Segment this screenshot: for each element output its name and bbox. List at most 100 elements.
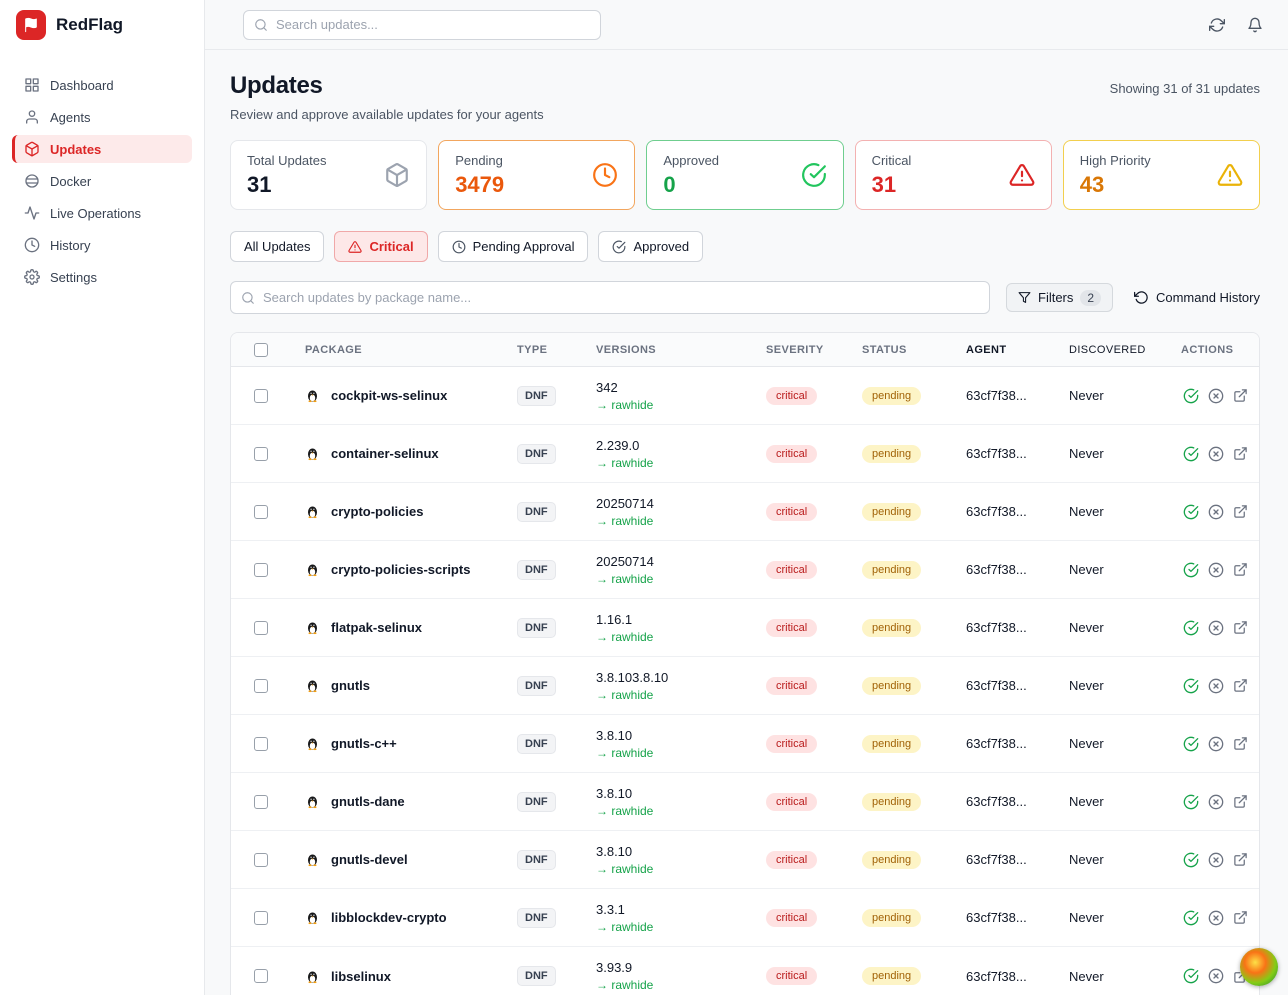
row-checkbox[interactable] xyxy=(254,620,268,635)
package-search-input[interactable] xyxy=(263,290,979,305)
tab-critical[interactable]: Critical xyxy=(334,231,428,262)
refresh-button[interactable] xyxy=(1206,14,1228,36)
dismiss-button[interactable] xyxy=(1206,386,1226,406)
command-history-label: Command History xyxy=(1155,290,1260,305)
type-badge: DNF xyxy=(517,559,556,580)
external-link-icon xyxy=(1233,794,1248,809)
page-title: Updates xyxy=(230,72,323,99)
approve-button[interactable] xyxy=(1181,618,1201,638)
row-checkbox[interactable] xyxy=(254,852,268,867)
dismiss-button[interactable] xyxy=(1206,502,1226,522)
table-row: gnutls DNF 3.8.103.8.10 → rawhide critic… xyxy=(231,657,1259,715)
tab-approved[interactable]: Approved xyxy=(598,231,704,262)
clock-icon xyxy=(592,162,618,188)
version-current: 342 xyxy=(596,379,618,395)
sidebar-item-history[interactable]: History xyxy=(12,231,192,259)
approve-button[interactable] xyxy=(1181,792,1201,812)
sidebar-item-live-operations[interactable]: Live Operations xyxy=(12,199,192,227)
select-all-checkbox[interactable] xyxy=(254,342,268,357)
external-link-button[interactable] xyxy=(1231,444,1250,464)
approve-button[interactable] xyxy=(1181,444,1201,464)
external-link-button[interactable] xyxy=(1231,908,1250,928)
stat-card: Approved 0 xyxy=(646,140,844,210)
approve-button[interactable] xyxy=(1181,386,1201,406)
status-badge: pending xyxy=(862,502,922,521)
notifications-button[interactable] xyxy=(1244,14,1266,36)
stat-value: 31 xyxy=(871,171,897,197)
row-checkbox[interactable] xyxy=(254,562,268,577)
severity-badge: critical xyxy=(766,734,818,753)
dismiss-button[interactable] xyxy=(1206,966,1226,986)
row-checkbox[interactable] xyxy=(254,969,268,983)
dismiss-button[interactable] xyxy=(1206,444,1226,464)
table-row: crypto-policies-scripts DNF 20250714 → r… xyxy=(231,541,1259,599)
approve-button[interactable] xyxy=(1181,734,1201,754)
tab-all-updates[interactable]: All Updates xyxy=(230,231,325,262)
approve-button[interactable] xyxy=(1181,560,1201,580)
external-link-button[interactable] xyxy=(1231,676,1250,696)
dismiss-button[interactable] xyxy=(1206,676,1226,696)
external-link-button[interactable] xyxy=(1231,386,1250,406)
external-link-button[interactable] xyxy=(1231,502,1250,522)
dismiss-button[interactable] xyxy=(1206,908,1226,928)
agent-id: 63cf7f38... xyxy=(966,620,1027,635)
package-name: gnutls-c++ xyxy=(331,736,397,751)
dismiss-button[interactable] xyxy=(1206,734,1226,754)
row-checkbox[interactable] xyxy=(254,678,268,693)
row-checkbox[interactable] xyxy=(254,388,268,403)
command-history-button[interactable]: Command History xyxy=(1133,290,1260,305)
approve-button[interactable] xyxy=(1181,908,1201,928)
table-row: gnutls-dane DNF 3.8.10 → rawhide critica… xyxy=(231,773,1259,831)
sidebar-item-docker[interactable]: Docker xyxy=(12,167,192,195)
topbar-search-input[interactable] xyxy=(276,17,590,32)
stat-card: Total Updates 31 xyxy=(230,140,428,210)
user-icon xyxy=(24,109,40,125)
dismiss-button[interactable] xyxy=(1206,850,1226,870)
external-link-button[interactable] xyxy=(1231,560,1250,580)
brand-name: RedFlag xyxy=(56,15,124,34)
approve-button[interactable] xyxy=(1181,502,1201,522)
external-link-icon xyxy=(1233,504,1248,519)
type-badge: DNF xyxy=(517,907,556,928)
approve-button[interactable] xyxy=(1181,850,1201,870)
type-badge: DNF xyxy=(517,733,556,754)
package-search[interactable] xyxy=(230,281,990,314)
external-link-button[interactable] xyxy=(1231,734,1250,754)
version-target: → rawhide xyxy=(596,745,654,760)
type-badge: DNF xyxy=(517,617,556,638)
filters-button[interactable]: Filters 2 xyxy=(1006,283,1114,312)
agent-id: 63cf7f38... xyxy=(966,736,1027,751)
row-checkbox[interactable] xyxy=(254,794,268,809)
redflag-logo-icon xyxy=(16,10,46,40)
overlay-app-icon[interactable] xyxy=(1240,948,1278,986)
stat-label: Pending xyxy=(455,152,503,168)
sidebar-item-agents[interactable]: Agents xyxy=(12,103,192,131)
external-link-button[interactable] xyxy=(1231,850,1250,870)
row-checkbox[interactable] xyxy=(254,504,268,519)
row-checkbox[interactable] xyxy=(254,446,268,461)
package-name: gnutls-dane xyxy=(331,794,405,809)
sidebar-item-settings[interactable]: Settings xyxy=(12,263,192,291)
sidebar-item-dashboard[interactable]: Dashboard xyxy=(12,71,192,99)
check-circle-icon xyxy=(1183,620,1199,636)
discovered-value: Never xyxy=(1069,562,1104,577)
approve-button[interactable] xyxy=(1181,676,1201,696)
tab-pending-approval[interactable]: Pending Approval xyxy=(437,231,589,262)
topbar-search[interactable] xyxy=(243,9,601,40)
approve-button[interactable] xyxy=(1181,966,1201,986)
dismiss-button[interactable] xyxy=(1206,560,1226,580)
activity-icon xyxy=(24,205,40,221)
sidebar-item-updates[interactable]: Updates xyxy=(12,135,192,163)
table-row: crypto-policies DNF 20250714 → rawhide c… xyxy=(231,483,1259,541)
external-link-button[interactable] xyxy=(1231,618,1250,638)
external-link-button[interactable] xyxy=(1231,792,1250,812)
x-circle-icon xyxy=(1208,562,1224,578)
row-checkbox[interactable] xyxy=(254,910,268,925)
dismiss-button[interactable] xyxy=(1206,618,1226,638)
severity-badge: critical xyxy=(766,676,818,695)
gear-icon xyxy=(24,269,40,285)
sidebar-nav: Dashboard Agents Updates Docker Live Ope… xyxy=(0,50,204,291)
sidebar-item-label: Docker xyxy=(50,173,92,189)
dismiss-button[interactable] xyxy=(1206,792,1226,812)
row-checkbox[interactable] xyxy=(254,736,268,751)
